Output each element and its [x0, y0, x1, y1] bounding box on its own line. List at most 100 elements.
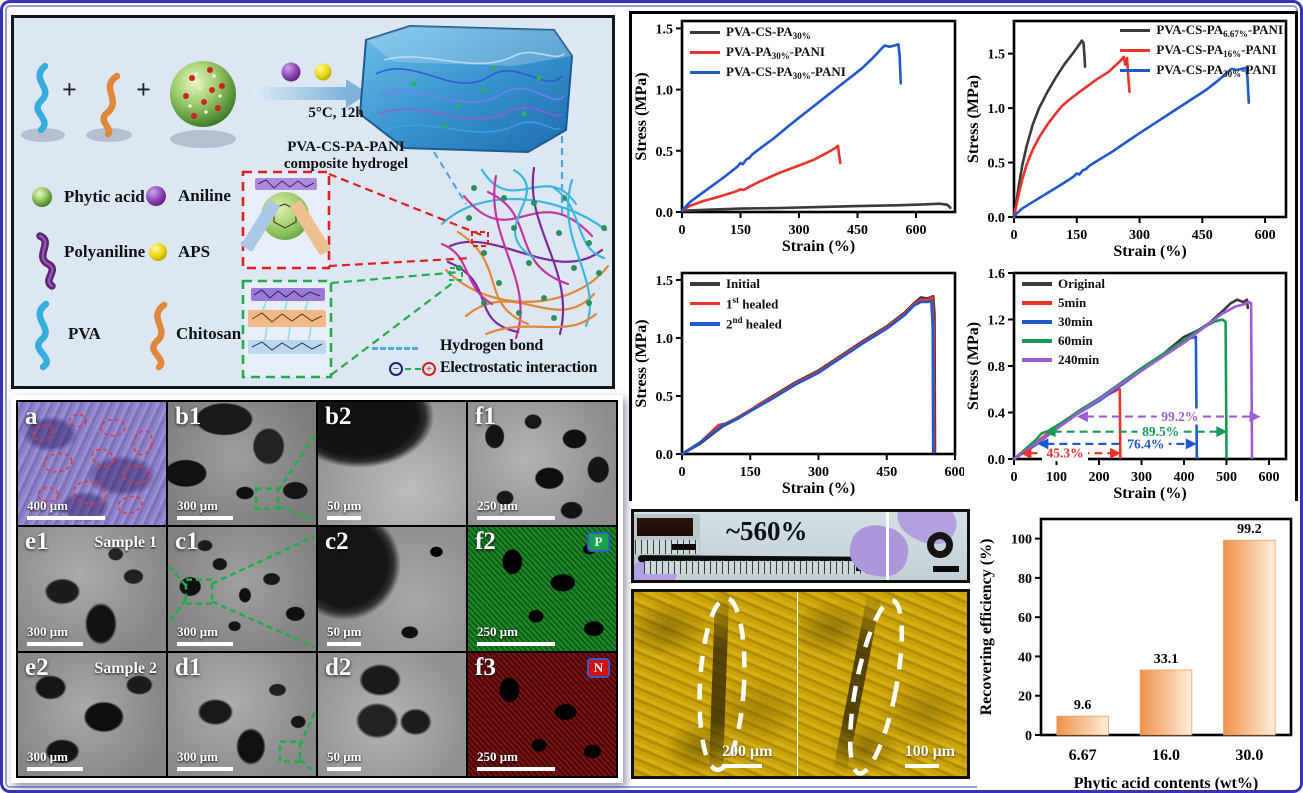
- chart-tensile-composition: 0 150 300 450 600 0.0 0.5 1.0 1.5 Strain (%) Stres…: [632, 14, 964, 266]
- svg-text:0.0: 0.0: [988, 211, 1006, 226]
- scratch-photo-100um: 100 μm: [798, 592, 967, 776]
- legend-line-swatch: [1022, 339, 1052, 343]
- chart-canvas: 0 150 300 450 600 0.0 0.5 1.0 1.5 Strain (%) Stres…: [633, 271, 966, 497]
- svg-text:0.8: 0.8: [988, 360, 1006, 375]
- svg-text:Phytic acid contents (wt%): Phytic acid contents (wt%): [1074, 775, 1258, 792]
- legend-entry: 240min: [1022, 352, 1105, 368]
- svg-text:30.0: 30.0: [1235, 747, 1263, 764]
- chart-self-healing-cycles: 0 150 300 450 600 0.0 0.5 1.0 1.5 Strain (%) Stres…: [632, 266, 966, 508]
- legend-label: Original: [1058, 276, 1105, 291]
- svg-text:1.6: 1.6: [988, 267, 1006, 282]
- reaction-condition-label: 5°C, 12h: [308, 105, 364, 121]
- stress-strain-charts-panel: 0 150 300 450 600 0.0 0.5 1.0 1.5 Strain (%) Stres…: [629, 11, 1298, 508]
- legend-line-swatch: [690, 30, 720, 35]
- svg-text:0.0: 0.0: [988, 453, 1006, 468]
- zoom-connector-lines: [328, 136, 564, 376]
- svg-text:600: 600: [1255, 228, 1276, 243]
- svg-text:200: 200: [1089, 470, 1110, 485]
- sem-tile-c1: c1 300 μm: [168, 527, 316, 651]
- polyaniline-label: Polyaniline: [64, 242, 146, 261]
- svg-text:Stress (MPa): Stress (MPa): [633, 72, 650, 160]
- phytic-acid-sphere: [170, 61, 236, 127]
- chart-canvas: 0 150 300 450 600 0.0 0.5 1.0 1.5 Strain (%) Stres…: [965, 19, 1288, 260]
- legend-line-swatch: [690, 322, 720, 326]
- svg-text:99.2%: 99.2%: [1161, 409, 1198, 424]
- svg-text:1.5: 1.5: [656, 274, 674, 289]
- green-dashed-inset-box: [241, 279, 333, 379]
- legend-line-swatch: [1022, 282, 1052, 286]
- chart-canvas: 0 150 300 450 600 0.0 0.5 1.0 1.5 Strain (%) Stres…: [633, 19, 957, 255]
- svg-text:150: 150: [1066, 228, 1087, 243]
- sample-label: Sample 2: [94, 659, 157, 677]
- tile-label: b1: [175, 403, 202, 430]
- svg-text:0: 0: [1011, 228, 1018, 243]
- chart-canvas: 0 100 200 300 400 500 600 0.0 0.4 0.8 1.2 1.6 Strain…: [965, 267, 1288, 502]
- svg-text:76.4%: 76.4%: [1127, 436, 1164, 451]
- svg-text:150: 150: [730, 223, 751, 238]
- phytic-acid-legend-icon: [32, 187, 52, 207]
- knotted-sample-photo: [889, 512, 967, 580]
- legend-entry: PVA-CS-PA6.67%-PANI: [1120, 22, 1283, 39]
- scale-bar: 300 μm: [177, 624, 233, 646]
- sem-tile-d1: d1 300 μm: [168, 652, 316, 776]
- svg-text:89.5%: 89.5%: [1142, 424, 1179, 439]
- svg-text:0.5: 0.5: [656, 145, 674, 160]
- tile-label: d2: [325, 653, 352, 681]
- polymer-network: [440, 166, 610, 340]
- legend-label: PVA-CS-PA30%-PANI: [1156, 62, 1277, 80]
- legend-entry: PVA-CS-PA30%: [690, 24, 846, 41]
- svg-text:400: 400: [1174, 470, 1195, 485]
- legend-label: 2nd healed: [726, 315, 782, 332]
- svg-text:Stress (MPa): Stress (MPa): [965, 322, 982, 410]
- chart-legend: PVA-CS-PA6.67%-PANI PVA-CS-PA16%-PANI PVA-…: [1120, 22, 1283, 79]
- svg-text:1.0: 1.0: [656, 332, 674, 347]
- plus-sign: +: [136, 75, 151, 104]
- scale-bar: 300 μm: [177, 498, 233, 521]
- legend-entry: PVA-PA30%-PANI: [690, 44, 846, 61]
- legend-line-swatch: [1022, 301, 1052, 305]
- scale-bar: 300 μm: [27, 624, 83, 646]
- tile-label: f1: [475, 403, 496, 430]
- svg-text:150: 150: [740, 465, 761, 480]
- svg-text:600: 600: [945, 465, 965, 480]
- hydrogel-sample: [637, 518, 693, 536]
- minus-charge-icon: −: [389, 362, 403, 376]
- svg-text:0: 0: [1025, 729, 1032, 744]
- scale-bar: 50 μm: [327, 624, 361, 646]
- sem-tile-f3-nitrogen-map: f3 N 250 μm: [468, 652, 616, 776]
- scale-bar: 250 μm: [477, 749, 555, 771]
- svg-text:0.4: 0.4: [988, 407, 1006, 422]
- legend-entry: 5min: [1022, 295, 1105, 311]
- hydrogel-block: [358, 24, 574, 154]
- sem-tile-f1: f1 250 μm: [468, 402, 616, 526]
- knotted-hydrogel-ring: [927, 532, 953, 558]
- svg-text:600: 600: [906, 223, 927, 238]
- scratch-highlight-ellipse: [847, 598, 905, 776]
- svg-text:16.0: 16.0: [1152, 747, 1180, 764]
- legend-label: 5min: [1058, 295, 1087, 310]
- legend-line-swatch: [1022, 358, 1052, 362]
- svg-text:300: 300: [808, 465, 829, 480]
- tile-label: e2: [25, 653, 49, 681]
- scale-bar: 300 μm: [177, 749, 233, 771]
- schematic-graphics: [21, 24, 610, 379]
- sem-tile-e1: e1 Sample 1 300 μm: [18, 527, 166, 651]
- svg-text:0: 0: [679, 465, 686, 480]
- legend-entry: 60min: [1022, 333, 1105, 349]
- legend-entry: 2nd healed: [690, 315, 782, 332]
- red-dashed-inset-box: [241, 170, 331, 270]
- svg-text:450: 450: [847, 223, 868, 238]
- tile-label: c2: [325, 528, 349, 556]
- svg-text:0.5: 0.5: [656, 390, 674, 405]
- legend-line-swatch: [1022, 320, 1052, 324]
- plus-charge-icon: +: [422, 362, 436, 376]
- aniline-label: Aniline: [178, 186, 231, 205]
- aniline-sphere: [281, 62, 301, 82]
- legend-entry: 1st healed: [690, 295, 782, 312]
- hydrogen-bond-line-icon: [372, 347, 418, 350]
- svg-text:Recovering efficiency (%): Recovering efficiency (%): [978, 539, 995, 716]
- element-badge-n: N: [587, 657, 610, 678]
- sample-label: Sample 1: [94, 534, 157, 552]
- phytic-acid-label: Phytic acid: [64, 187, 145, 206]
